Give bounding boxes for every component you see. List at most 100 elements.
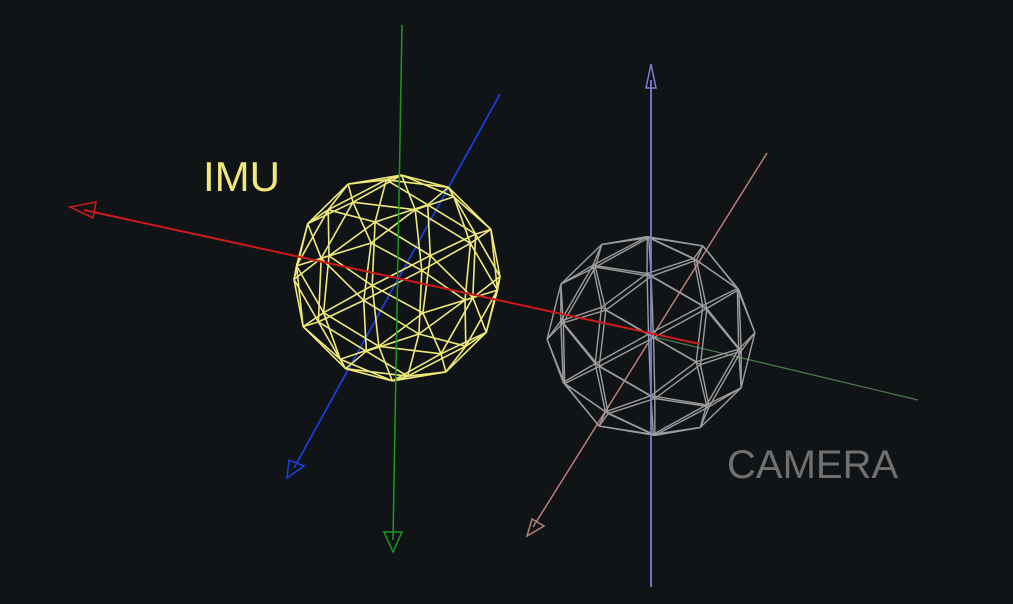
wireframe-edge (652, 404, 707, 435)
wireframe-edge (306, 223, 322, 259)
wireframe-edge (560, 243, 603, 285)
wireframe-edge (563, 309, 606, 324)
wireframe-edge (740, 332, 756, 389)
wireframe-edge (421, 269, 466, 301)
wireframe-edge (560, 306, 602, 322)
wireframe-edge (601, 306, 649, 335)
wireframe-edge (594, 363, 607, 412)
wireframe-edge (392, 353, 442, 382)
wireframe-edge (320, 201, 354, 259)
wireframe-edge (648, 304, 704, 335)
wireframe-edge (429, 233, 476, 257)
wireframe-edge (702, 287, 738, 307)
wireframe-edge (352, 201, 372, 244)
wireframe-edge (293, 257, 322, 281)
imu-z-arrowhead (286, 458, 306, 480)
imu-label: IMU (203, 153, 280, 200)
wireframe-edge (322, 312, 341, 360)
wireframe-edge (706, 288, 740, 310)
wireframe-edge (317, 321, 347, 370)
wireframe-edge (708, 350, 742, 408)
wireframe-edge (650, 395, 707, 406)
wireframe-edge (418, 270, 423, 335)
wireframe-edge (560, 320, 596, 365)
wireframe-edge (318, 299, 365, 323)
wireframe-edge (562, 322, 566, 384)
wireframe-edge (546, 339, 564, 383)
wireframe-edge (345, 367, 393, 382)
imu-sphere (293, 174, 501, 382)
wireframe-edge (464, 300, 467, 347)
wireframe-edge (327, 209, 330, 256)
wireframe-edge (562, 362, 596, 384)
wireframe-edge (699, 404, 708, 428)
wireframe-edge (592, 264, 648, 275)
wireframe-edge (646, 257, 695, 275)
wireframe-edge (400, 174, 416, 210)
wireframe-edge (646, 273, 650, 335)
wireframe-edge (371, 221, 376, 286)
wireframe-edge (469, 228, 492, 244)
wireframe-edge (650, 259, 697, 277)
wireframe-edge (705, 348, 740, 406)
imu-x-axis (83, 209, 701, 345)
wireframe-edge (440, 331, 487, 355)
wireframe-edge (414, 209, 471, 244)
wireframe-edge (362, 300, 368, 352)
wireframe-edge (370, 242, 423, 272)
wireframe-edge (406, 333, 420, 377)
wireframe-edge (654, 397, 710, 408)
wireframe-edge (414, 209, 423, 271)
wireframe-edge (695, 361, 708, 406)
wireframe-edge (352, 201, 416, 211)
imu-y-group (382, 24, 404, 554)
wireframe-edge (653, 426, 701, 435)
wireframe-edge (696, 259, 740, 291)
wireframe-edge (598, 337, 654, 368)
wireframe-edge (607, 397, 656, 415)
wireframe-edge (594, 266, 607, 311)
wireframe-edge (592, 235, 648, 266)
camera-sphere (546, 235, 756, 437)
wireframe-edge (648, 237, 697, 261)
imu-y-arrowhead (382, 531, 404, 554)
wireframe-edge (328, 221, 376, 257)
wireframe-edge (440, 353, 447, 373)
wireframe-edge (562, 266, 597, 324)
wireframe-edge (605, 275, 652, 311)
camera-z-arrowhead (645, 63, 657, 89)
wireframe-edge (347, 183, 354, 203)
wireframe-edge (317, 321, 367, 352)
wireframe-edge (738, 289, 742, 352)
wireframe-edge (598, 310, 607, 367)
wireframe-edge (601, 237, 649, 246)
wireframe-edge (418, 299, 466, 335)
wireframe-edge (605, 395, 652, 413)
wireframe-edge (421, 242, 471, 272)
wireframe-edge (327, 209, 376, 223)
wireframe-edge (472, 275, 501, 299)
camera-x-arrowhead (525, 517, 546, 538)
wireframe-edge (693, 258, 704, 306)
wireframe-edge (736, 288, 740, 350)
wireframe-edge (328, 255, 373, 287)
wireframe-edge (427, 204, 477, 235)
wireframe-edge (560, 320, 564, 383)
wireframe-edge (653, 307, 708, 339)
wireframe-edge (652, 337, 656, 399)
camera-label: CAMERA (727, 443, 898, 487)
wireframe-edge (648, 237, 704, 247)
wireframe-edge (317, 258, 322, 322)
wireframe-edge (706, 387, 742, 406)
wireframe-edge (363, 269, 423, 302)
wireframe-edge (447, 186, 492, 230)
wireframe-edge (696, 348, 739, 363)
wireframe-edge (592, 265, 603, 308)
wireframe-edge (648, 333, 697, 363)
wireframe-edge (426, 204, 432, 256)
wireframe-edge (702, 245, 740, 291)
wireframe-edge (453, 196, 472, 244)
wireframe-edge (706, 307, 742, 352)
